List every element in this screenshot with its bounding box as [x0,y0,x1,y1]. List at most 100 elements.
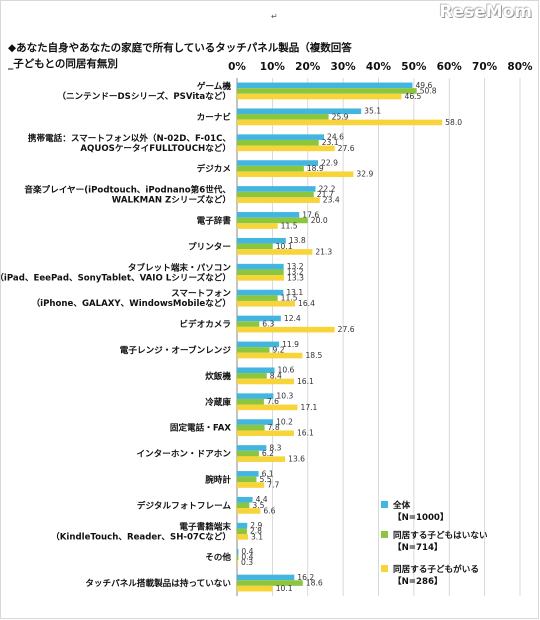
bar-1 [237,574,295,581]
bar-3 [237,456,286,462]
category-label: 冷蔵庫 [205,396,231,408]
category-label: プリンター [188,240,231,252]
legend-swatch [381,501,388,508]
data-label: 18.6 [306,578,323,587]
data-label: 20.0 [311,216,328,225]
bar-2 [237,191,314,198]
bar-1 [237,160,319,166]
data-label: 6.1 [262,469,274,478]
data-label: 21.3 [315,247,332,256]
category-label: （KindleTouch、Reader、SH-07Cなど） [51,530,231,542]
data-label: 11.5 [281,294,298,303]
data-label: 6.2 [262,449,274,458]
bar-1 [237,419,274,425]
bar-3 [237,300,296,307]
legend-label: 同居する子どもはいない [393,529,488,541]
bar-2 [237,88,417,94]
data-label: 2.8 [250,527,262,536]
x-tick-label: 70% [472,61,498,73]
bar-2 [237,295,278,301]
data-label: 11.9 [282,340,299,349]
data-label: 13.2 [287,262,304,271]
bar-3 [237,404,298,411]
bar-2 [237,217,308,224]
return-mark: ↵ [271,12,278,21]
bar-3 [237,378,294,385]
legend-swatch [381,531,388,538]
data-label: 3.1 [251,532,263,541]
bar-2 [237,243,273,250]
data-label: 22.2 [319,184,336,193]
bar-2 [237,347,270,353]
x-tick-label: 10% [260,61,286,73]
bar-3 [237,559,239,566]
chart-title-line-1: ◆あなた自身やあなたの家庭で所有しているタッチパネル製品（複数回答 [8,42,352,54]
data-label: 13.1 [286,288,303,297]
bar-3 [237,93,402,100]
data-label: 13.2 [287,268,304,277]
bar-3 [237,197,320,203]
bar-3 [237,508,261,514]
legend-swatch [381,565,388,572]
bar-2 [237,476,257,483]
data-label: 16.2 [297,573,314,582]
data-label: 18.9 [307,164,324,173]
data-label: 16.4 [298,299,315,308]
bar-1 [237,341,280,348]
data-label: 46.5 [404,92,421,101]
category-label: （iPhone、GALAXY、WindowsMobileなど） [32,297,231,309]
bar-2 [237,114,329,120]
bar-1 [237,496,253,503]
data-label: 6.6 [263,506,275,515]
legend-label-n: 【N=714】 [393,542,443,553]
category-label: 電子辞書 [197,214,232,226]
bar-2 [237,528,247,535]
bar-1 [237,522,248,529]
category-label: ビデオカメラ [179,318,231,330]
data-label: 23.4 [323,196,340,205]
legend-label: 全体 [392,499,411,511]
category-label: 電子書籍端末 [179,520,231,532]
data-label: 0.3 [241,558,253,567]
bar-3 [237,145,335,152]
bar-3 [237,275,285,281]
data-label: 21.7 [317,190,334,199]
category-label: 固定電話・FAX [170,422,232,434]
category-label: カーナビ [197,111,232,123]
x-tick-label: 20% [295,61,321,73]
bar-1 [237,445,267,451]
bar-1 [237,263,284,270]
x-tick-label: 40% [366,61,392,73]
data-label: 8.4 [270,371,282,380]
bar-2 [237,502,250,509]
data-label: 25.9 [332,112,349,121]
bar-2 [237,398,264,405]
x-tick-label: 30% [331,61,357,73]
data-label: 10.3 [276,392,293,401]
category-label: その他 [205,551,231,563]
data-label: 10.1 [276,242,293,251]
x-tick-label: 50% [401,61,427,73]
data-label: 17.1 [300,403,317,412]
chart-title-line-2: _子どもとの同居有無別 [8,58,118,70]
data-label: 23.1 [322,138,339,147]
category-label: （ニンテンドーDSシリーズ、PSVitaなど） [57,90,231,102]
bar-2 [237,424,265,431]
bar-2 [237,580,303,586]
data-label: 18.5 [305,351,322,360]
bar-3 [237,326,335,333]
bar-2 [237,373,267,379]
bar-2 [237,554,239,560]
bar-1 [237,393,274,399]
category-label: （iPad、EeePad、SonyTablet、VAIO Lシリーズなど） [0,271,231,283]
category-label: タブレット端末・パソコン [128,261,232,273]
data-label: 5.5 [259,475,271,484]
bar-3 [237,585,273,592]
bar-1 [237,289,284,296]
bar-2 [237,450,259,457]
data-label: 16.1 [297,377,314,386]
bar-1 [237,548,239,555]
data-label: 13.6 [288,455,305,464]
